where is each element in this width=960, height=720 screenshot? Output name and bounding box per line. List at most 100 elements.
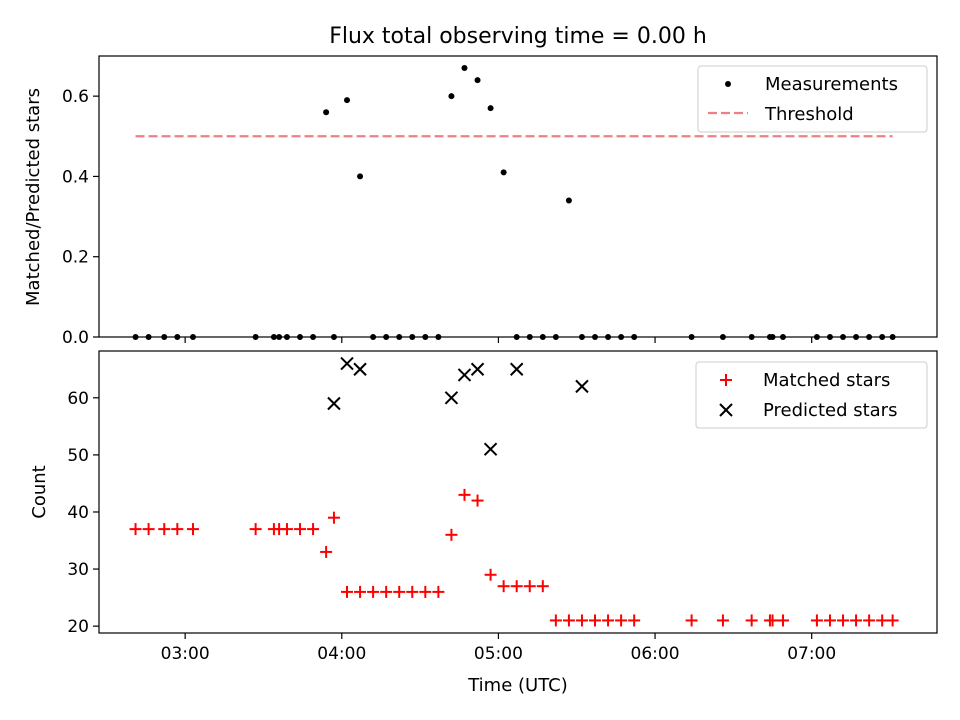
matched-star-point xyxy=(354,585,367,598)
matched-star-point xyxy=(445,528,458,541)
matched-star-point xyxy=(615,614,628,627)
measurement-point xyxy=(487,105,494,112)
y-tick-label: 0.4 xyxy=(62,167,89,187)
matched-star-point xyxy=(536,580,549,593)
legend-predicted-marker xyxy=(719,403,733,417)
x-tick-label: 05:00 xyxy=(474,644,523,664)
matched-star-point xyxy=(432,585,445,598)
matched-star-point xyxy=(158,523,171,536)
top-legend: Measurements Threshold xyxy=(697,65,928,133)
matched-star-point xyxy=(307,523,320,536)
matched-star-point xyxy=(562,614,575,627)
matched-star-point xyxy=(510,580,523,593)
predicted-star-point xyxy=(470,362,485,376)
top-panel: Flux total observing time = 0.00 h 0.00.… xyxy=(23,24,938,348)
matched-star-point xyxy=(876,614,889,627)
y-tick-label: 0.0 xyxy=(62,328,89,348)
matched-star-point xyxy=(249,523,262,536)
measurement-point xyxy=(565,197,572,204)
matched-star-point xyxy=(327,511,340,524)
measurement-point xyxy=(448,93,455,100)
x-tick-label: 06:00 xyxy=(631,644,680,664)
bottom-x-axis-label: Time (UTC) xyxy=(467,675,568,696)
matched-star-point xyxy=(523,580,536,593)
y-tick-label: 40 xyxy=(67,503,89,523)
legend-measurements-label: Measurements xyxy=(765,74,898,95)
matched-star-point xyxy=(886,614,899,627)
matched-star-point xyxy=(628,614,641,627)
measurement-point xyxy=(344,97,351,104)
predicted-star-point xyxy=(575,379,589,394)
matched-star-point xyxy=(549,614,562,627)
predicted-star-point xyxy=(340,356,354,371)
matched-star-point xyxy=(766,614,779,627)
matched-stars-series xyxy=(129,488,899,627)
x-tick-label: 07:00 xyxy=(787,644,836,664)
measurement-point xyxy=(474,77,481,84)
top-y-axis: 0.0 0.2 0.4 0.6 xyxy=(62,87,99,348)
top-y-axis-label: Matched/Predicted stars xyxy=(23,88,44,306)
matched-star-point xyxy=(589,614,602,627)
y-tick-label: 20 xyxy=(67,617,89,637)
predicted-star-point xyxy=(327,396,341,411)
y-tick-label: 0.2 xyxy=(62,248,89,268)
matched-star-point xyxy=(280,523,293,536)
matched-star-point xyxy=(837,614,850,627)
matched-star-point xyxy=(419,585,432,598)
matched-star-point xyxy=(129,523,142,536)
predicted-star-point xyxy=(457,368,472,382)
predicted-star-point xyxy=(353,362,367,376)
legend-threshold-label: Threshold xyxy=(764,104,854,125)
matched-star-point xyxy=(380,585,393,598)
legend-matched-label: Matched stars xyxy=(763,370,890,391)
matched-star-point xyxy=(406,585,419,598)
matched-star-point xyxy=(171,523,184,536)
matched-star-point xyxy=(602,614,615,627)
measurement-point xyxy=(323,109,330,116)
matched-star-point xyxy=(458,488,471,501)
matched-star-point xyxy=(575,614,588,627)
matched-star-point xyxy=(320,545,333,558)
predicted-star-point xyxy=(483,442,498,456)
legend-box xyxy=(697,65,928,133)
predicted-stars-series xyxy=(327,356,589,456)
matched-star-point xyxy=(863,614,876,627)
matched-star-point xyxy=(497,580,510,593)
bottom-x-axis: 03:00 04:00 05:00 06:00 07:00 xyxy=(161,633,836,664)
legend-matched-marker xyxy=(720,374,732,386)
y-tick-label: 0.6 xyxy=(62,87,89,107)
bottom-plot-frame xyxy=(98,350,938,634)
y-tick-label: 50 xyxy=(67,446,89,466)
bottom-legend: Matched stars Predicted stars xyxy=(695,361,928,429)
matched-star-point xyxy=(186,523,199,536)
matched-star-point xyxy=(776,614,789,627)
matched-star-point xyxy=(823,614,836,627)
y-tick-label: 30 xyxy=(67,560,89,580)
matched-star-point xyxy=(367,585,380,598)
predicted-star-point xyxy=(444,391,459,405)
matched-star-point xyxy=(294,523,307,536)
bottom-y-axis-label: Count xyxy=(29,465,50,518)
measurement-point xyxy=(500,169,507,176)
top-x-axis xyxy=(184,337,813,343)
matched-star-point xyxy=(393,585,406,598)
matched-star-point xyxy=(810,614,823,627)
predicted-star-point xyxy=(509,362,524,376)
x-tick-label: 03:00 xyxy=(161,644,210,664)
measurement-point xyxy=(461,65,468,72)
matched-star-point xyxy=(745,614,758,627)
matched-star-point xyxy=(484,568,497,581)
legend-predicted-label: Predicted stars xyxy=(763,400,897,421)
top-chart-title: Flux total observing time = 0.00 h xyxy=(329,24,707,49)
matched-star-point xyxy=(685,614,698,627)
x-tick-label: 04:00 xyxy=(317,644,366,664)
matched-star-point xyxy=(471,494,484,507)
matched-star-point xyxy=(142,523,155,536)
bottom-y-axis: 20 30 40 50 60 xyxy=(67,389,99,637)
matched-star-point xyxy=(341,585,354,598)
top-plot-frame xyxy=(98,55,938,338)
matched-star-point xyxy=(716,614,729,627)
bottom-panel: 20 30 40 50 60 03:00 04:00 05:00 06:00 07:00 Cou… xyxy=(29,350,938,696)
matched-star-point xyxy=(850,614,863,627)
